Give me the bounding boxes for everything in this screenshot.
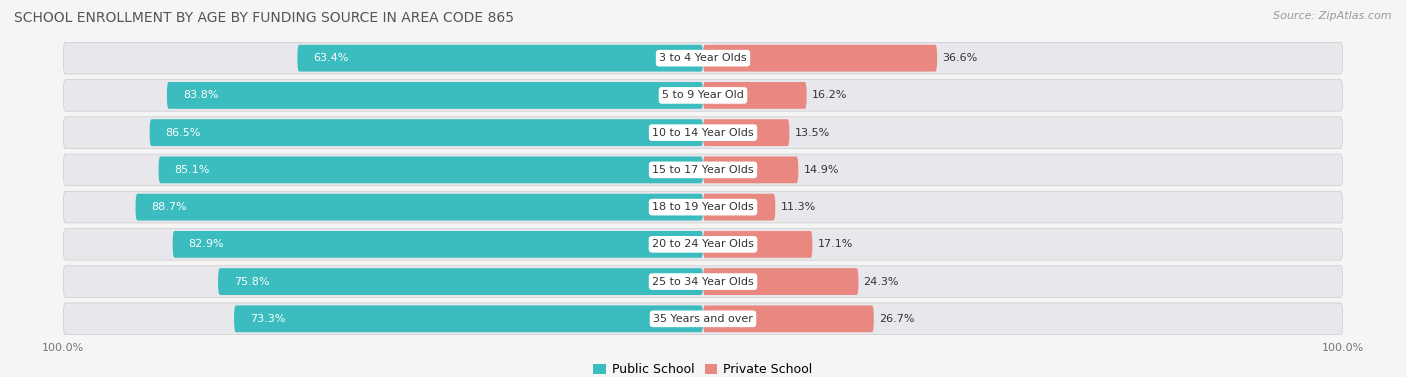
- FancyBboxPatch shape: [167, 82, 703, 109]
- Text: 18 to 19 Year Olds: 18 to 19 Year Olds: [652, 202, 754, 212]
- FancyBboxPatch shape: [149, 119, 703, 146]
- Text: 35 Years and over: 35 Years and over: [652, 314, 754, 324]
- FancyBboxPatch shape: [703, 119, 789, 146]
- FancyBboxPatch shape: [63, 42, 1343, 74]
- Text: 83.8%: 83.8%: [183, 90, 218, 100]
- Text: 26.7%: 26.7%: [879, 314, 914, 324]
- FancyBboxPatch shape: [298, 45, 703, 72]
- FancyBboxPatch shape: [703, 231, 813, 258]
- Text: 3 to 4 Year Olds: 3 to 4 Year Olds: [659, 53, 747, 63]
- Text: 15 to 17 Year Olds: 15 to 17 Year Olds: [652, 165, 754, 175]
- FancyBboxPatch shape: [63, 266, 1343, 297]
- FancyBboxPatch shape: [703, 82, 807, 109]
- Text: 5 to 9 Year Old: 5 to 9 Year Old: [662, 90, 744, 100]
- Text: 11.3%: 11.3%: [780, 202, 815, 212]
- Text: Source: ZipAtlas.com: Source: ZipAtlas.com: [1274, 11, 1392, 21]
- FancyBboxPatch shape: [173, 231, 703, 258]
- FancyBboxPatch shape: [159, 156, 703, 183]
- Text: 17.1%: 17.1%: [817, 239, 853, 249]
- FancyBboxPatch shape: [63, 228, 1343, 260]
- FancyBboxPatch shape: [218, 268, 703, 295]
- FancyBboxPatch shape: [703, 194, 775, 221]
- FancyBboxPatch shape: [703, 156, 799, 183]
- Text: 13.5%: 13.5%: [794, 128, 830, 138]
- Text: 24.3%: 24.3%: [863, 277, 898, 287]
- FancyBboxPatch shape: [63, 117, 1343, 149]
- Text: 10 to 14 Year Olds: 10 to 14 Year Olds: [652, 128, 754, 138]
- FancyBboxPatch shape: [233, 305, 703, 332]
- Text: 82.9%: 82.9%: [188, 239, 225, 249]
- FancyBboxPatch shape: [703, 268, 859, 295]
- Text: 20 to 24 Year Olds: 20 to 24 Year Olds: [652, 239, 754, 249]
- Text: 86.5%: 86.5%: [166, 128, 201, 138]
- FancyBboxPatch shape: [703, 45, 938, 72]
- Text: 14.9%: 14.9%: [803, 165, 839, 175]
- FancyBboxPatch shape: [63, 80, 1343, 111]
- Text: 16.2%: 16.2%: [811, 90, 848, 100]
- Legend: Public School, Private School: Public School, Private School: [588, 358, 818, 377]
- FancyBboxPatch shape: [135, 194, 703, 221]
- Text: 73.3%: 73.3%: [250, 314, 285, 324]
- Text: 75.8%: 75.8%: [233, 277, 270, 287]
- FancyBboxPatch shape: [63, 303, 1343, 335]
- Text: 88.7%: 88.7%: [152, 202, 187, 212]
- Text: 63.4%: 63.4%: [314, 53, 349, 63]
- Text: 36.6%: 36.6%: [942, 53, 977, 63]
- Text: 85.1%: 85.1%: [174, 165, 209, 175]
- Text: SCHOOL ENROLLMENT BY AGE BY FUNDING SOURCE IN AREA CODE 865: SCHOOL ENROLLMENT BY AGE BY FUNDING SOUR…: [14, 11, 515, 25]
- FancyBboxPatch shape: [63, 154, 1343, 186]
- Text: 25 to 34 Year Olds: 25 to 34 Year Olds: [652, 277, 754, 287]
- FancyBboxPatch shape: [703, 305, 873, 332]
- FancyBboxPatch shape: [63, 191, 1343, 223]
